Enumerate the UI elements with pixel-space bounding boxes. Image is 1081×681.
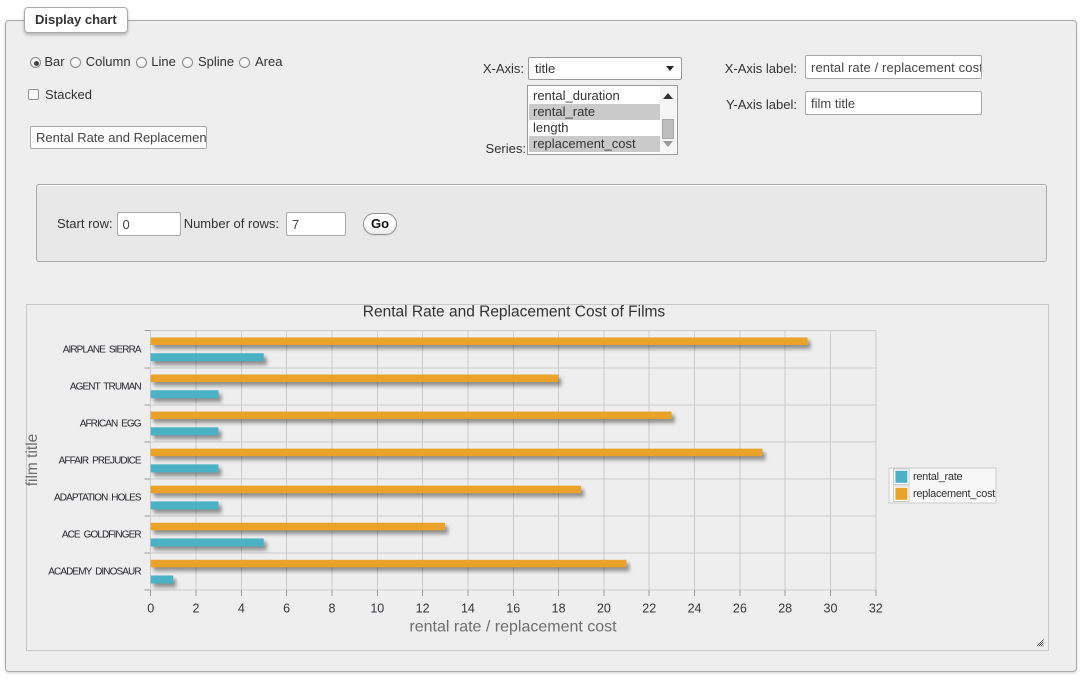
svg-text:ACE GOLDFINGER: ACE GOLDFINGER xyxy=(62,530,142,541)
svg-text:AFRICAN EGG: AFRICAN EGG xyxy=(80,419,142,430)
svg-text:26: 26 xyxy=(733,601,747,615)
svg-text:10: 10 xyxy=(370,601,384,615)
svg-text:ACADEMY DINOSAUR: ACADEMY DINOSAUR xyxy=(48,567,141,578)
svg-text:replacement_cost: replacement_cost xyxy=(913,488,995,500)
svg-text:AGENT TRUMAN: AGENT TRUMAN xyxy=(70,381,142,392)
svg-text:16: 16 xyxy=(506,601,520,615)
svg-text:rental rate / replacement cost: rental rate / replacement cost xyxy=(409,619,617,636)
svg-text:14: 14 xyxy=(461,601,475,615)
svg-text:2: 2 xyxy=(193,601,200,615)
svg-text:rental_rate: rental_rate xyxy=(913,471,962,483)
svg-text:30: 30 xyxy=(824,601,838,615)
svg-text:28: 28 xyxy=(778,601,792,615)
svg-text:ADAPTATION HOLES: ADAPTATION HOLES xyxy=(54,493,142,504)
svg-text:6: 6 xyxy=(283,601,290,615)
svg-text:12: 12 xyxy=(416,601,430,615)
svg-text:AFFAIR PREJUDICE: AFFAIR PREJUDICE xyxy=(59,456,142,467)
svg-text:Rental Rate and Replacement Co: Rental Rate and Replacement Cost of Film… xyxy=(363,304,666,321)
svg-text:4: 4 xyxy=(238,601,245,615)
svg-text:AIRPLANE SIERRA: AIRPLANE SIERRA xyxy=(63,344,142,355)
svg-text:18: 18 xyxy=(552,601,566,615)
svg-text:32: 32 xyxy=(869,601,883,615)
svg-text:0: 0 xyxy=(147,601,154,615)
svg-text:22: 22 xyxy=(642,601,656,615)
svg-text:film title: film title xyxy=(24,434,41,487)
svg-text:20: 20 xyxy=(597,601,611,615)
svg-text:8: 8 xyxy=(329,601,336,615)
svg-text:24: 24 xyxy=(688,601,702,615)
